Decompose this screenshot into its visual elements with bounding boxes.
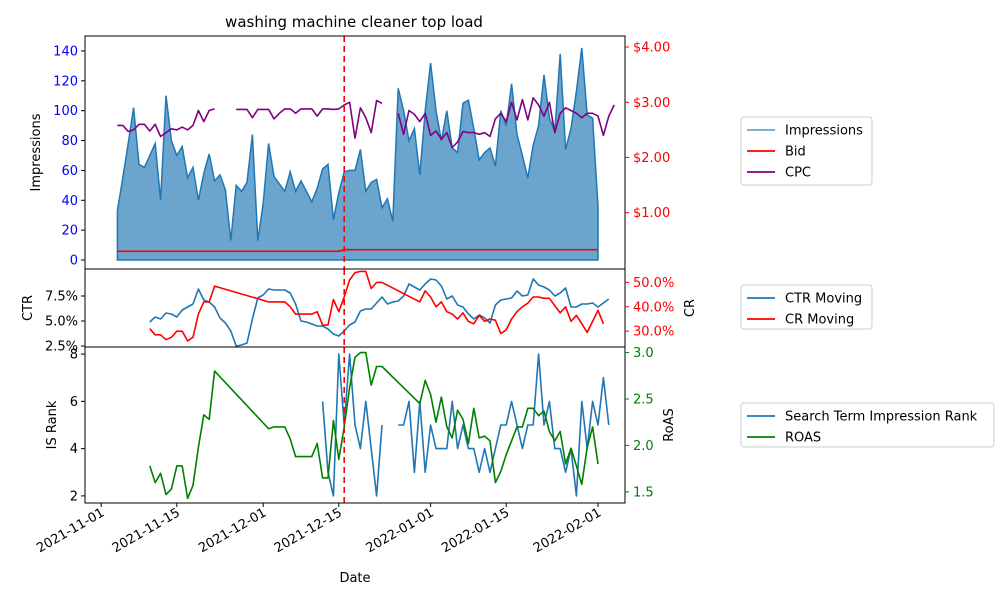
plot-area-bottom	[149, 351, 610, 500]
y-axis-label: IS Rank	[45, 400, 60, 449]
panel-top: 0 20 40 60 80 100 120 140 $1.00 $2.00 $3.00 $4.00 Im…	[29, 35, 670, 270]
series-search-term-impression-rank-line	[321, 353, 610, 497]
legend-label-bid: Bid	[785, 145, 806, 160]
y2-tick-label: $4.00	[633, 41, 670, 56]
panels: 0 20 40 60 80 100 120 140 $1.00 $2.00 $3.00 $4.00 Im…	[21, 35, 698, 586]
x-tick-label: 2021-12-01	[196, 505, 269, 556]
x-axis: 2021-11-01 2021-11-15 2021-12-01 2021-12-15…	[34, 503, 604, 586]
legend-label-cpc: CPC	[785, 166, 811, 181]
legend-label-roas: ROAS	[785, 431, 821, 446]
y-tick-label: 20	[61, 224, 78, 239]
legends: Impressions Bid CPC CTR Moving CR Moving Sear…	[740, 116, 995, 448]
y2-tick-label: 2.5	[633, 393, 654, 408]
x-tick-label: 2022-02-01	[531, 505, 604, 556]
y-tick-label: 8	[70, 348, 78, 363]
plot-area-top	[116, 47, 615, 261]
series-impressions-area	[116, 47, 599, 261]
x-tick-label: 2022-01-01	[364, 505, 437, 556]
y2-tick-label: $1.00	[633, 206, 670, 221]
x-tick-label: 2021-12-15	[272, 505, 345, 556]
series-cr-moving-line	[149, 270, 605, 342]
chart-title: washing machine cleaner top load	[225, 13, 483, 31]
y-tick-label: 4	[70, 442, 78, 457]
legend-label-search-term-impression-rank: Search Term Impression Rank	[785, 410, 978, 425]
y-tick-label: 40	[61, 194, 78, 209]
series-roas-line	[149, 351, 599, 500]
y-tick-label: 0	[70, 254, 78, 269]
y-tick-label: 2.5%	[45, 340, 78, 355]
y-tick-label: 2	[70, 489, 78, 504]
y-tick-label: 80	[61, 134, 78, 149]
plot-area-middle	[149, 270, 610, 347]
y-tick-label: 5.0%	[45, 315, 78, 330]
legend-box	[740, 402, 995, 448]
panel-middle: 2.5% 5.0% 7.5% 30.0% 40.0% 50.0% CTR CR	[21, 268, 698, 355]
y-tick-label: 120	[53, 74, 78, 89]
legend-label-impressions: Impressions	[785, 124, 863, 139]
y-tick-label: 60	[61, 164, 78, 179]
y2-tick-label: 2.0	[633, 439, 654, 454]
y-axis-label: Impressions	[29, 113, 44, 191]
x-axis-label: Date	[339, 571, 370, 586]
y2-tick-label: $3.00	[633, 96, 670, 111]
x-tick-label: 2021-11-15	[110, 505, 183, 556]
axes-frame	[84, 268, 626, 348]
series-cpc-line	[117, 97, 615, 149]
x-tick-label: 2021-11-01	[34, 505, 107, 556]
legend-box	[740, 116, 873, 186]
series-ctr-moving-line	[149, 278, 610, 347]
y2-axis-label: RoAS	[662, 408, 677, 442]
y-tick-label: 6	[70, 395, 78, 410]
y2-tick-label: 1.5	[633, 485, 654, 500]
y2-tick-label: 30.0%	[633, 325, 674, 340]
legend-label-cr-moving: CR Moving	[785, 313, 854, 328]
legend-box	[740, 284, 873, 330]
legend-middle: CTR Moving CR Moving	[740, 284, 873, 330]
y2-axis-label: CR	[683, 299, 698, 317]
axes-frame	[84, 346, 626, 504]
legend-bottom: Search Term Impression Rank ROAS	[740, 402, 995, 448]
y2-tick-label: $2.00	[633, 151, 670, 166]
y2-tick-label: 40.0%	[633, 300, 674, 315]
y-tick-label: 140	[53, 44, 78, 59]
x-tick-label: 2022-01-15	[439, 505, 512, 556]
y-tick-label: 7.5%	[45, 290, 78, 305]
panel-bottom: 2 4 6 8 1.5 2.0 2.5 3.0 IS Rank RoAS	[45, 346, 677, 504]
legend-top: Impressions Bid CPC	[740, 116, 873, 186]
y2-tick-label: 50.0%	[633, 276, 674, 291]
y-tick-label: 100	[53, 104, 78, 119]
y2-tick-label: 3.0	[633, 346, 654, 361]
series-bid-line	[117, 248, 598, 253]
y-axis-label: CTR	[21, 295, 36, 321]
legend-label-ctr-moving: CTR Moving	[785, 292, 862, 307]
